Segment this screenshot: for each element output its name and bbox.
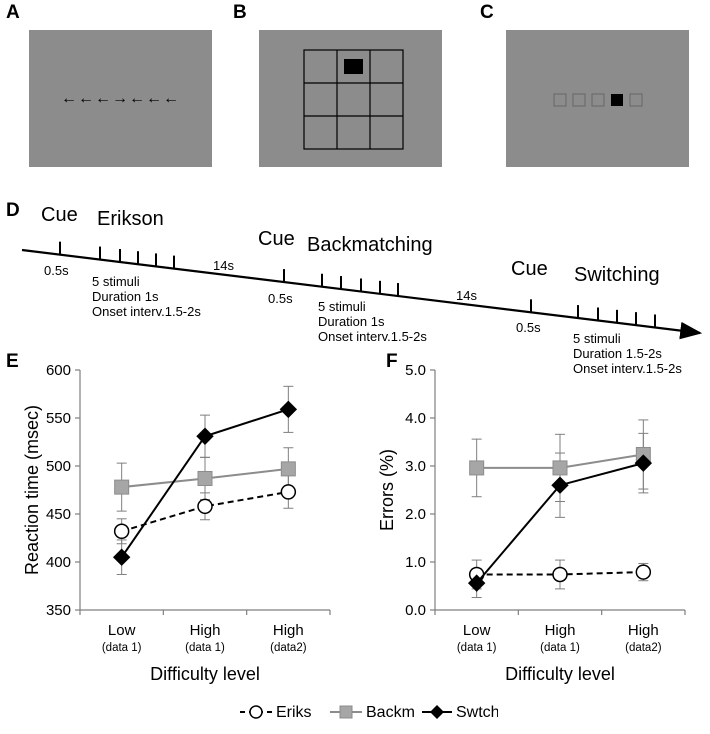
active-square: [611, 94, 623, 106]
panel-label-a: A: [6, 2, 20, 23]
cue-label-3: Cue: [511, 258, 548, 280]
chart-legend: Eriks Backm Swtch: [240, 704, 498, 721]
y-tick-label: 550: [46, 410, 71, 427]
panel-label-d: D: [6, 200, 20, 221]
legend-item-swtch: Swtch: [422, 704, 498, 721]
y-tick-label: 500: [46, 458, 71, 475]
block-info-line: Onset interv.1.5-2s: [92, 304, 201, 319]
y-tick-label: 600: [46, 362, 71, 379]
data-point-backm: [469, 460, 485, 476]
x-axis-title: Difficulty level: [505, 664, 615, 684]
block-info-line: Duration 1s: [318, 314, 385, 329]
data-point-swtch: [279, 400, 298, 419]
block-info-line: 5 stimuli: [573, 331, 621, 346]
data-point-swtch: [551, 476, 569, 494]
stimulus-screen-b: [259, 30, 442, 167]
x-tick-label: High: [190, 622, 221, 639]
x-tick-label: High: [628, 622, 659, 639]
x-tick-label: High: [545, 622, 576, 639]
legend-label-backm: Backm: [366, 704, 415, 721]
y-tick-label: 0.0: [405, 602, 426, 619]
cue-label-2: Cue: [258, 228, 295, 250]
y-tick-label: 1.0: [405, 554, 426, 571]
data-point-eriks: [197, 498, 213, 515]
x-tick-sublabel: (data 1): [102, 642, 142, 654]
y-tick-label: 4.0: [405, 410, 426, 427]
x-tick-sublabel: (data 1): [185, 642, 225, 654]
y-tick-label: 400: [46, 554, 71, 571]
legend-item-eriks: Eriks: [240, 704, 312, 721]
data-point-swtch: [112, 548, 131, 566]
flanker-arrows: ←←←→←←←: [61, 90, 180, 107]
legend-label-swtch: Swtch: [456, 704, 498, 721]
block-info-line: Duration 1s: [92, 289, 159, 304]
y-tick-label: 450: [46, 506, 71, 523]
panel-label-b: B: [233, 2, 247, 23]
y-axis-title: Errors (%): [377, 449, 397, 531]
block-info-backmatching: 5 stimuli Duration 1s Onset interv.1.5-2…: [318, 299, 427, 344]
gap-duration-2: 14s: [456, 288, 477, 303]
block-info-switching: 5 stimuli Duration 1.5-2s Onset interv.1…: [573, 331, 682, 376]
x-tick-sublabel: (data2): [625, 642, 662, 654]
data-point-swtch: [196, 427, 214, 445]
panel-label-f: F: [386, 351, 398, 372]
cue-duration-3: 0.5s: [516, 320, 541, 335]
task-label-switching: Switching: [574, 264, 660, 286]
data-point-eriks: [635, 564, 652, 580]
y-tick-label: 5.0: [405, 362, 426, 379]
legend-label-eriks: Eriks: [276, 704, 312, 721]
task-label-erikson: Erikson: [97, 208, 164, 230]
cue-label-1: Cue: [41, 204, 78, 226]
block-info-line: 5 stimuli: [318, 299, 366, 314]
data-point-backm: [552, 460, 568, 476]
errors-chart: 0.0 1.0 2.0 3.0 4.0 5.0 Low (data 1) High (data 1…: [377, 362, 686, 684]
x-tick-label: Low: [463, 622, 491, 639]
panel-label-c: C: [480, 2, 494, 23]
x-tick-sublabel: (data2): [270, 642, 307, 654]
y-tick-label: 3.0: [405, 458, 426, 475]
block-info-line: Duration 1.5-2s: [573, 346, 662, 361]
cue-duration-2: 0.5s: [268, 291, 293, 306]
grid-stimulus: [303, 49, 404, 150]
x-tick-label: High: [273, 622, 304, 639]
x-tick-label: Low: [108, 622, 136, 639]
block-info-line: Onset interv.1.5-2s: [573, 361, 682, 376]
task-label-backmatching: Backmatching: [307, 234, 433, 256]
block-info-line: 5 stimuli: [92, 274, 140, 289]
data-point-eriks: [280, 484, 297, 500]
y-axis-title: Reaction time (msec): [22, 405, 42, 575]
reaction-time-chart: 350 400 450 500 550 600 Low (data 1) High (data 1…: [22, 362, 331, 684]
stimulus-screen-a: ←←←→←←←: [29, 30, 212, 167]
cue-duration-1: 0.5s: [44, 263, 69, 278]
x-tick-sublabel: (data 1): [540, 642, 580, 654]
target-square: [344, 59, 363, 74]
block-info-erikson: 5 stimuli Duration 1s Onset interv.1.5-2…: [92, 274, 201, 319]
data-point-backm: [197, 470, 213, 486]
legend-item-backm: Backm: [330, 704, 415, 721]
series-line-eriks: [121, 490, 289, 533]
data-point-swtch: [467, 574, 486, 592]
y-tick-label: 2.0: [405, 506, 426, 523]
panel-label-e: E: [6, 351, 19, 372]
switching-stimulus: [553, 93, 643, 107]
data-point-backm: [280, 461, 296, 477]
data-point-eriks: [552, 566, 568, 583]
data-point-swtch: [634, 454, 653, 472]
gap-duration-1: 14s: [213, 258, 234, 273]
block-info-line: Onset interv.1.5-2s: [318, 329, 427, 344]
data-point-backm: [114, 479, 130, 495]
stimulus-screen-c: [506, 30, 689, 167]
timeline-axis: [21, 241, 703, 340]
x-tick-sublabel: (data 1): [457, 642, 497, 654]
x-axis-title: Difficulty level: [150, 664, 260, 684]
data-point-eriks: [113, 523, 130, 540]
y-tick-label: 350: [46, 602, 71, 619]
